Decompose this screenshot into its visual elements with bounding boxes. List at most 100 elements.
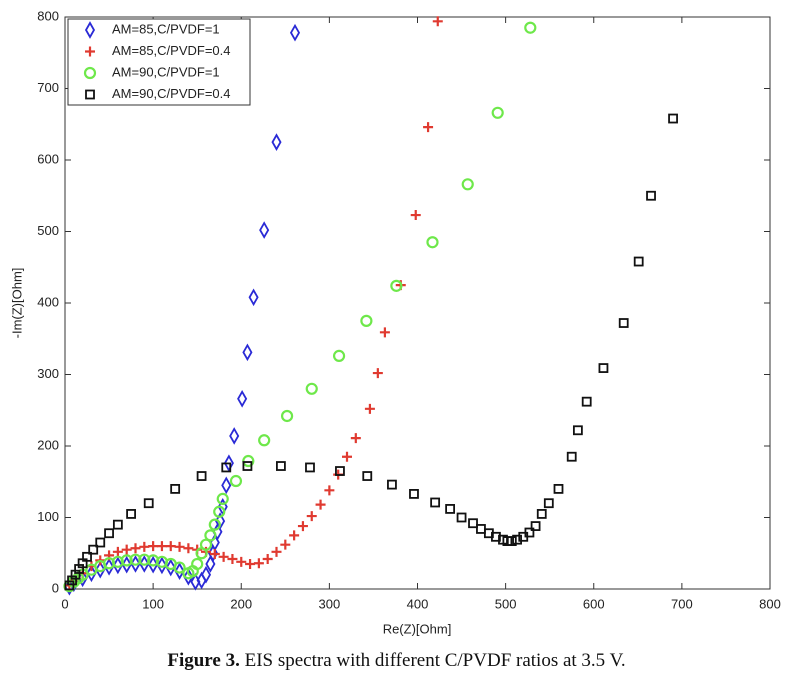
point (208, 518, 221, 531)
point (430, 497, 441, 508)
point (445, 504, 456, 514)
point (242, 454, 255, 468)
point (461, 178, 474, 191)
y-tick-label: 400 (37, 294, 59, 309)
point (491, 106, 504, 119)
legend-marker (83, 66, 97, 80)
point (581, 396, 592, 407)
point (289, 530, 300, 541)
legend-label: AM=90,C/PVDF=1 (112, 64, 220, 79)
point (364, 403, 375, 414)
point (95, 560, 106, 579)
caption: Figure 3. EIS spectra with different C/P… (0, 650, 793, 672)
point (276, 461, 286, 471)
point (668, 113, 678, 124)
point (297, 521, 308, 532)
point (248, 288, 259, 307)
point (553, 483, 564, 494)
chart: Re(Z)[Ohm] -Im(Z)[Ohm] 0 100 200 300 400 500 6… (9, 8, 780, 636)
point (324, 485, 335, 496)
point (200, 565, 212, 584)
point (217, 497, 228, 516)
caption-label: Figure 3. (167, 650, 240, 671)
point (524, 21, 537, 34)
legend-marker (85, 46, 95, 57)
point (130, 543, 141, 554)
point (183, 543, 194, 554)
point (104, 558, 115, 576)
point (130, 555, 141, 573)
x-tick-label: 600 (583, 596, 605, 611)
point (258, 434, 271, 447)
point (156, 556, 167, 575)
point (379, 327, 390, 338)
point (148, 541, 159, 552)
point (306, 511, 317, 522)
point (139, 555, 150, 573)
point (245, 558, 256, 569)
legend-box (67, 18, 251, 106)
point (120, 554, 133, 567)
y-tick-label: 800 (37, 8, 59, 23)
point (86, 564, 97, 583)
point (259, 221, 270, 239)
point (191, 557, 204, 571)
point (280, 539, 291, 550)
point (213, 505, 226, 518)
point (199, 538, 213, 551)
point (572, 425, 583, 436)
y-tick-label: 0 (52, 580, 59, 595)
y-tick-label: 500 (37, 223, 59, 238)
point (506, 536, 517, 546)
x-tick-label: 700 (671, 596, 693, 611)
point (64, 580, 75, 591)
y-tick-label: 100 (37, 509, 59, 524)
point (432, 16, 443, 27)
point (530, 521, 541, 531)
point (423, 122, 434, 133)
point (196, 471, 207, 481)
point (335, 466, 345, 476)
point (536, 509, 547, 519)
point (227, 553, 238, 564)
point (315, 499, 326, 510)
point (174, 562, 185, 580)
point (223, 454, 234, 472)
point (221, 476, 232, 495)
point (646, 190, 656, 201)
point (229, 427, 240, 445)
x-tick-label: 0 (61, 596, 68, 611)
point (121, 555, 132, 574)
point (173, 561, 186, 574)
x-tick-label: 100 (142, 596, 164, 611)
point (148, 555, 159, 574)
point (350, 433, 361, 444)
point (95, 537, 106, 548)
y-tick-label: 300 (37, 366, 59, 381)
point (236, 556, 247, 567)
point (468, 518, 478, 529)
point (410, 210, 421, 221)
point (183, 568, 194, 586)
point (512, 534, 522, 545)
point (332, 349, 346, 363)
y-axis-label: -Im(Z)[Ohm] (9, 268, 24, 339)
x-tick-label: 500 (495, 596, 517, 611)
legend-marker (85, 89, 95, 100)
point (139, 541, 150, 552)
point (360, 314, 373, 327)
point (82, 551, 92, 562)
point (566, 451, 577, 462)
point (165, 558, 176, 577)
point (104, 528, 114, 539)
point (209, 548, 220, 559)
point (305, 382, 318, 395)
y-tick-label: 700 (37, 80, 59, 95)
point (387, 479, 397, 490)
x-tick-label: 300 (319, 596, 341, 611)
legend-label: AM=85,C/PVDF=1 (112, 21, 220, 36)
point (372, 368, 383, 379)
point (242, 343, 253, 362)
point (218, 551, 229, 562)
